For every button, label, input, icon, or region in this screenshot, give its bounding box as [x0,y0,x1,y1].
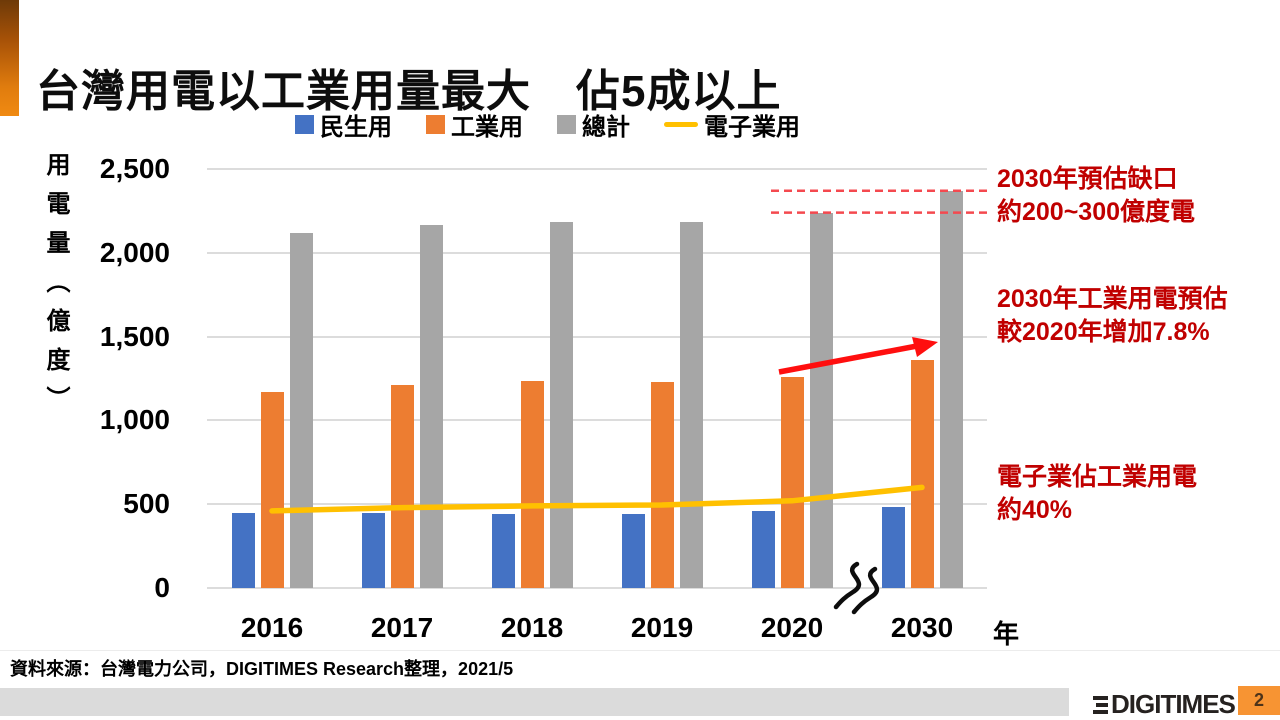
source-note: 資料來源：台灣電力公司，DIGITIMES Research整理，2021/5 [10,659,514,679]
increase-arrow [778,337,938,375]
annotation-line: 2030年預估缺口 [997,165,1178,193]
x-axis-label: 2019 [630,612,694,643]
annotation-line: 2030年工業用電預估 [997,285,1228,313]
page-title: 台灣用電以工業用量最大 佔5成以上 [36,67,782,117]
legend-item-residential: 民生用 [295,107,392,142]
gridline [207,419,987,422]
y-axis-tick: 2,500 [99,153,170,184]
legend-label: 電子業用 [704,114,800,141]
chart-legend: 民生用 工業用 總計 電子業用 [295,107,800,142]
bar-民生用-2016 [231,512,255,588]
footer-band [0,688,1069,716]
legend-swatch-blue [295,115,314,134]
bar-民生用-2019 [621,514,645,588]
annotation-industrial-growth: 2030年工業用電預估 較2020年增加7.8% [997,283,1280,349]
bar-民生用-2018 [491,514,515,588]
annotation-line: 電子業佔工業用電 [997,463,1198,491]
bar-總計-2018 [549,221,573,588]
legend-swatch-orange [426,115,445,134]
bar-總計-2019 [679,221,703,588]
bar-民生用-2030 [881,506,905,588]
bar-總計-2030 [939,190,963,588]
bar-工業用-2030 [910,360,934,588]
speedlines-icon [1093,695,1108,714]
gridline [207,168,987,170]
legend-item-industrial: 工業用 [426,107,523,142]
legend-label: 總計 [582,114,630,141]
footer-divider [0,650,1280,651]
legend-label: 工業用 [451,114,523,141]
electronics-usage-line [269,484,925,514]
x-axis-unit-label: 年 [993,619,1020,649]
y-axis-tick: 500 [123,488,170,520]
gridline [207,587,987,589]
legend-swatch-gray [557,115,576,134]
annotation-line: 約40% [997,496,1073,524]
legend-item-electronics: 電子業用 [664,107,800,142]
x-axis-label: 2016 [240,612,304,643]
bar-民生用-2017 [361,512,385,588]
bar-工業用-2019 [650,381,674,588]
y-axis-tick: 2,000 [99,236,170,268]
legend-swatch-yellow-line [664,122,698,127]
y-axis-title: 用電量（億度） [42,152,69,425]
bar-總計-2017 [419,225,443,588]
x-axis-label: 2018 [500,612,564,643]
legend-item-total: 總計 [557,107,630,142]
bar-工業用-2016 [260,391,284,588]
annotation-2030-gap: 2030年預估缺口 約200~300億度電 [997,163,1280,229]
y-axis-tick: 1,000 [99,404,170,436]
annotation-line: 較2020年增加7.8% [997,318,1210,346]
bar-總計-2016 [289,232,313,588]
bar-工業用-2018 [520,381,544,588]
bar-民生用-2020 [751,510,775,588]
axis-break-icon [833,561,880,615]
legend-label: 民生用 [320,114,392,141]
annotation-electronics-share: 電子業佔工業用電 約40% [997,461,1280,527]
annotation-line: 約200~300億度電 [997,198,1196,226]
bar-工業用-2020 [780,376,804,588]
page-number-badge: 2 [1238,686,1280,715]
accent-bar [0,0,19,116]
x-axis-label: 2020 [760,612,824,643]
gridline [207,335,987,338]
x-axis-label: 2030 [890,612,954,643]
digitimes-logo: DIGITIMES [1093,689,1236,720]
x-axis-label: 2017 [370,612,434,643]
logo-text: DIGITIMES [1111,689,1236,719]
bar-工業用-2017 [390,385,414,588]
y-axis-tick: 0 [154,572,170,603]
y-axis-tick: 1,500 [99,320,170,352]
bar-總計-2020 [809,212,833,588]
gridline [207,251,987,254]
